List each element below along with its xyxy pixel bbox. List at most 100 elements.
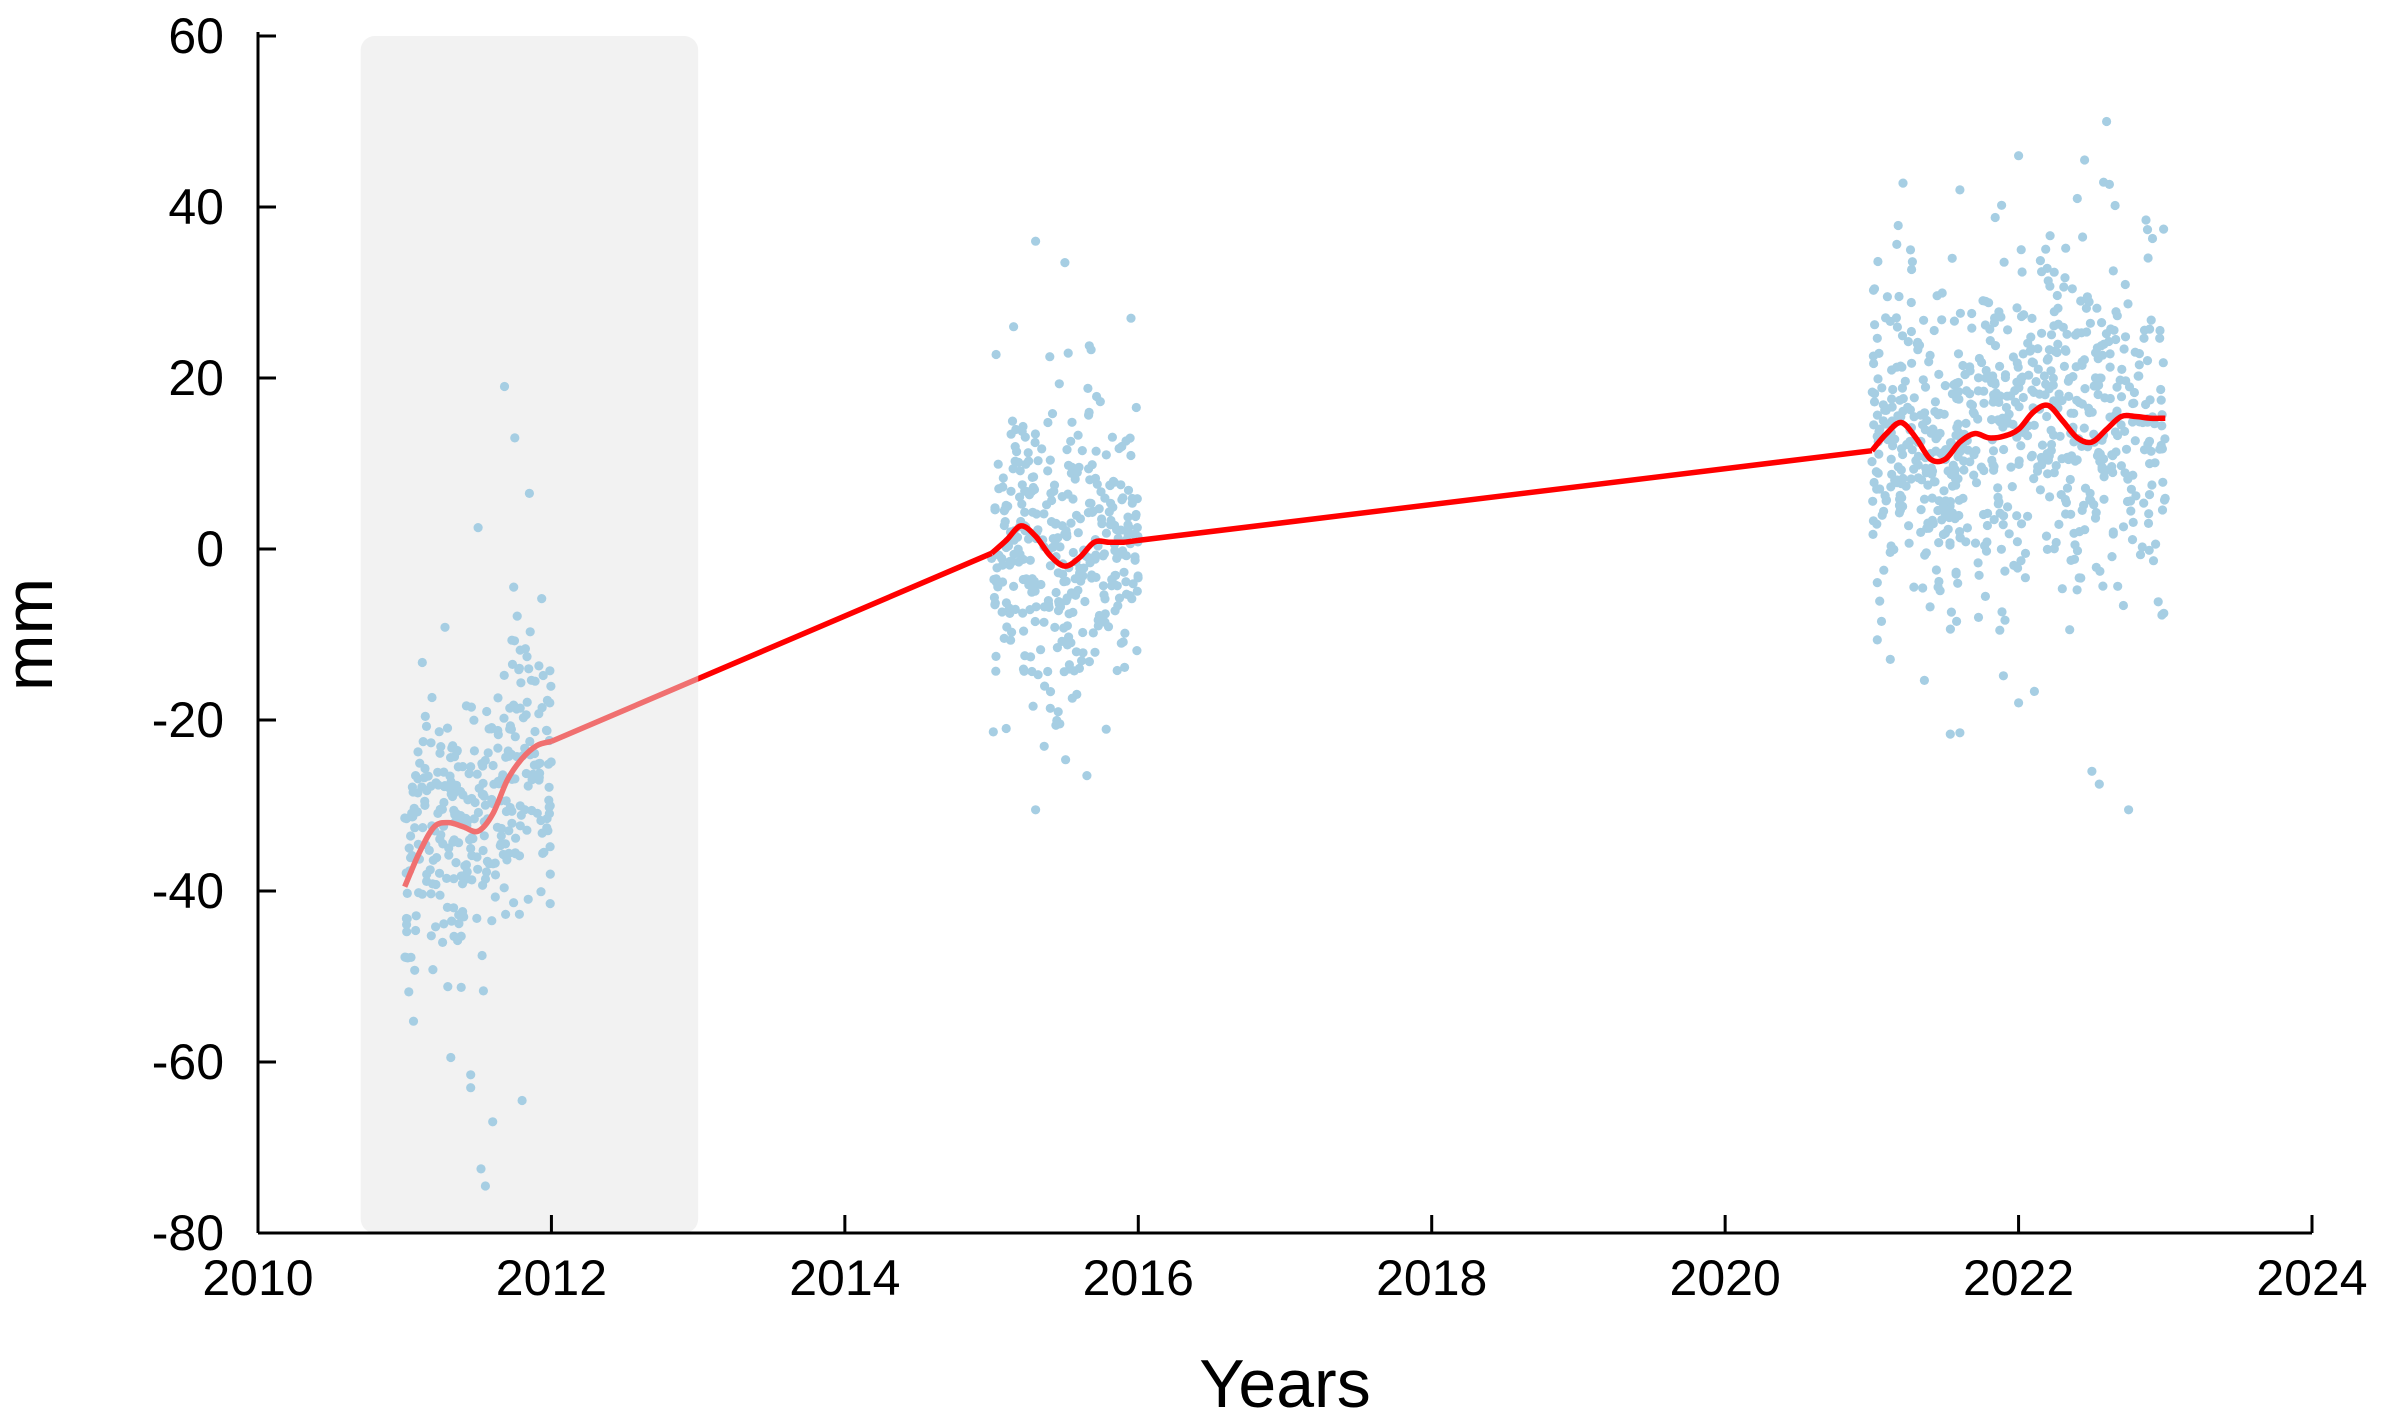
- data-point: [488, 760, 498, 771]
- data-point: [2027, 385, 2037, 395]
- data-point: [2049, 267, 2059, 277]
- data-point: [479, 791, 489, 801]
- data-point: [470, 797, 480, 808]
- data-point: [2052, 347, 2062, 358]
- data-point: [501, 752, 511, 762]
- data-point: [2054, 389, 2064, 399]
- data-point: [1965, 457, 1975, 467]
- data-point: [515, 821, 525, 831]
- data-point: [2079, 355, 2089, 365]
- data-point: [2027, 357, 2037, 367]
- data-point: [454, 919, 464, 929]
- data-point: [1969, 470, 1979, 480]
- data-point: [1064, 632, 1074, 642]
- data-point: [474, 783, 484, 794]
- data-point: [991, 666, 1001, 676]
- data-point: [990, 598, 1000, 608]
- data-point: [1906, 474, 1916, 484]
- data-point: [1112, 665, 1122, 676]
- data-point: [456, 982, 466, 993]
- data-point: [480, 874, 491, 884]
- trend-line: [698, 402, 2166, 682]
- data-point: [499, 381, 510, 392]
- data-point: [2023, 511, 2033, 521]
- data-point: [1892, 322, 1902, 332]
- data-point: [1904, 538, 1914, 548]
- data-point: [1989, 390, 1999, 400]
- data-point: [1985, 336, 1995, 346]
- data-point: [2135, 550, 2146, 560]
- data-point: [2108, 266, 2118, 276]
- data-point: [1953, 377, 1963, 388]
- data-point: [2072, 455, 2082, 465]
- data-point: [1937, 315, 1947, 325]
- data-point: [1020, 651, 1030, 661]
- data-point: [439, 919, 449, 929]
- data-point: [1125, 591, 1135, 601]
- data-point: [1020, 486, 1030, 496]
- data-point: [1132, 586, 1142, 596]
- data-point: [2158, 477, 2168, 487]
- data-point: [515, 801, 525, 811]
- data-point: [2141, 215, 2151, 225]
- data-point: [1110, 570, 1120, 581]
- data-point: [406, 831, 416, 841]
- data-point: [1019, 626, 1029, 636]
- data-point: [478, 986, 488, 996]
- data-point: [417, 889, 427, 899]
- data-point: [464, 769, 474, 779]
- data-point: [1882, 292, 1892, 302]
- data-point: [2069, 408, 2079, 418]
- data-point: [1105, 480, 1115, 491]
- data-point: [1120, 628, 1130, 638]
- data-point: [1945, 624, 1955, 634]
- data-point: [1031, 509, 1042, 519]
- data-point: [2008, 352, 2018, 362]
- data-point: [2053, 319, 2063, 329]
- data-point: [2139, 498, 2149, 508]
- data-point: [407, 808, 417, 818]
- data-point: [505, 703, 515, 713]
- data-point: [2156, 395, 2166, 405]
- data-point: [2004, 529, 2014, 539]
- data-point: [1877, 510, 1887, 520]
- data-point: [1872, 410, 1882, 420]
- data-point: [2122, 496, 2133, 507]
- data-point: [1881, 496, 1891, 506]
- data-point: [1043, 466, 1053, 476]
- data-point: [1054, 379, 1064, 389]
- data-point: [1030, 429, 1040, 439]
- data-point: [1068, 547, 1078, 558]
- data-point: [2099, 494, 2109, 504]
- data-point: [2097, 350, 2108, 360]
- data-point: [1084, 657, 1094, 667]
- data-point: [2085, 318, 2095, 328]
- data-point: [1893, 462, 1903, 472]
- data-point: [2157, 610, 2167, 620]
- data-point: [1955, 728, 1965, 738]
- data-point: [479, 831, 489, 841]
- data-point: [2126, 484, 2136, 494]
- data-point: [411, 911, 421, 921]
- data-point: [2061, 498, 2071, 508]
- data-point: [449, 805, 459, 816]
- data-point: [2077, 505, 2087, 515]
- data-point: [527, 805, 537, 816]
- data-point: [1907, 264, 1917, 275]
- data-point: [988, 727, 998, 737]
- data-point: [2143, 253, 2153, 263]
- data-point: [2150, 458, 2160, 468]
- data-point: [2018, 349, 2028, 359]
- data-point: [2121, 444, 2132, 454]
- data-point: [1040, 681, 1050, 691]
- data-point: [2014, 456, 2024, 466]
- data-point: [1977, 357, 1987, 368]
- data-point: [2098, 581, 2108, 591]
- data-point: [1939, 409, 1949, 419]
- data-point: [1103, 622, 1114, 632]
- data-point: [1067, 417, 1077, 427]
- data-point: [1916, 505, 1926, 515]
- data-point: [1082, 771, 1092, 781]
- data-point: [1094, 610, 1104, 621]
- data-point: [2074, 397, 2084, 408]
